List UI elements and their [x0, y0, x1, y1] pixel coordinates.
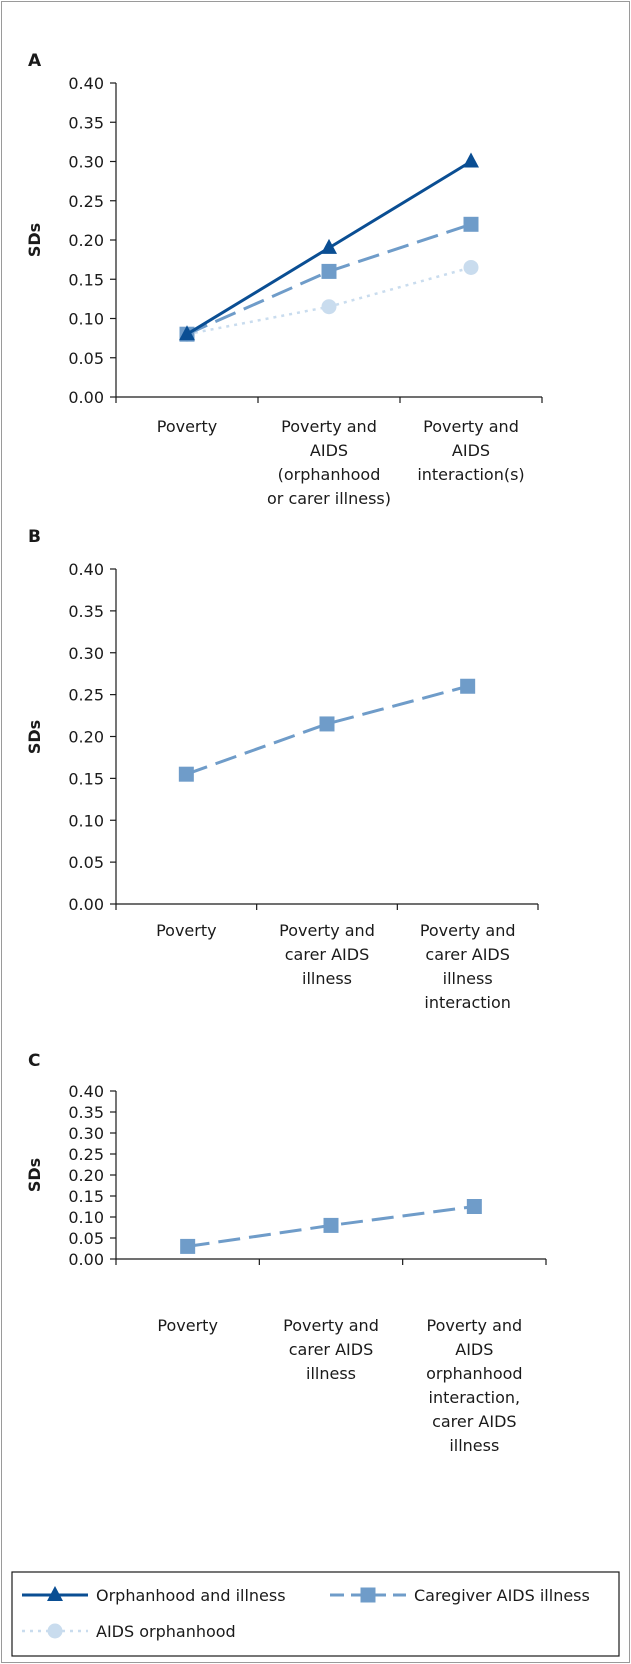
- legend-label-orphanhood-and-illness: Orphanhood and illness: [96, 1586, 286, 1605]
- y-tick-label: 0.40: [68, 560, 104, 579]
- panel-c: C 0.00 0.05 0.10 0.15 0.20 0.25 0.30 0.35 0.40 SDs…: [25, 1051, 547, 1455]
- x-tick-label: Poverty and carer AIDS illness: [283, 1316, 379, 1383]
- y-tick-label: 0.10: [68, 811, 104, 830]
- data-point-aids-orphanhood: [321, 299, 337, 315]
- data-point-caregiver-aids-illness: [466, 1199, 482, 1214]
- y-tick-label: 0.15: [68, 769, 104, 788]
- y-tick-label: 0.10: [68, 1208, 104, 1227]
- x-tick-label: Poverty and AIDS (orphanhood or carer illne…: [267, 417, 391, 508]
- x-tick-label: Poverty and carer AIDS illness: [279, 921, 375, 988]
- y-tick-label: 0.20: [68, 728, 104, 747]
- legend-marker-caregiver-aids-illness: [360, 1587, 376, 1603]
- y-tick-label: 0.30: [68, 644, 104, 663]
- data-point-orphanhood-and-illness: [321, 238, 337, 254]
- series-line-caregiver-aids-illness: [185, 684, 469, 776]
- data-point-orphanhood-and-illness: [463, 152, 479, 168]
- data-point-aids-orphanhood: [463, 259, 479, 275]
- y-tick-label: 0.30: [68, 1124, 104, 1143]
- legend: Orphanhood and illness Caregiver AIDS ill…: [11, 1571, 620, 1657]
- y-tick-label: 0.00: [68, 1250, 104, 1269]
- y-tick-label: 0.40: [68, 74, 104, 93]
- y-tick-label: 0.35: [68, 1103, 104, 1122]
- x-tick-label: Poverty: [157, 417, 218, 436]
- y-tick-label: 0.10: [68, 310, 104, 329]
- data-point-caregiver-aids-illness: [178, 766, 194, 782]
- panel-label: C: [28, 1051, 40, 1071]
- y-tick-label: 0.00: [68, 895, 104, 914]
- panel-a: A 0.00 0.05 0.10 0.15 0.20 0.25 0.30 0.35 0.40 SDs…: [25, 51, 543, 508]
- y-tick-label: 0.05: [68, 349, 104, 368]
- y-tick-label: 0.20: [68, 1166, 104, 1185]
- legend-box: [11, 1571, 620, 1657]
- legend-label-aids-orphanhood: AIDS orphanhood: [96, 1622, 236, 1641]
- y-tick-label: 0.25: [68, 686, 104, 705]
- y-tick-label: 0.35: [68, 602, 104, 621]
- y-tick-label: 0.15: [68, 270, 104, 289]
- x-tick-label: Poverty: [156, 921, 217, 940]
- y-tick-label: 0.25: [68, 1145, 104, 1164]
- data-point-caregiver-aids-illness: [323, 1217, 339, 1233]
- data-point-caregiver-aids-illness: [463, 216, 479, 232]
- x-tick-label: Poverty and carer AIDS illness interaction: [420, 921, 516, 1012]
- x-tick-label: Poverty and AIDS interaction(s): [417, 417, 524, 484]
- panel-b: B 0.00 0.05 0.10 0.15 0.20 0.25 0.30 0.35 0.40 SDs…: [25, 527, 539, 1012]
- y-tick-label: 0.35: [68, 113, 104, 132]
- y-axis-label: SDs: [25, 1158, 44, 1192]
- y-tick-label: 0.05: [68, 1229, 104, 1248]
- y-axis-label: SDs: [25, 720, 44, 754]
- legend-label-caregiver-aids-illness: Caregiver AIDS illness: [414, 1586, 590, 1605]
- x-tick-label: Poverty and AIDS orphanhood interaction, car…: [426, 1316, 522, 1455]
- y-tick-label: 0.40: [68, 1082, 104, 1101]
- panel-label: A: [28, 51, 42, 71]
- y-axis-label: SDs: [25, 223, 44, 257]
- panel-label: B: [28, 527, 41, 547]
- x-tick-label: Poverty: [157, 1316, 218, 1335]
- legend-marker-orphanhood-and-illness: [47, 1586, 63, 1601]
- data-point-caregiver-aids-illness: [460, 678, 476, 694]
- legend-marker-aids-orphanhood: [47, 1623, 63, 1639]
- data-point-caregiver-aids-illness: [180, 1238, 196, 1254]
- y-tick-label: 0.30: [68, 153, 104, 172]
- y-tick-label: 0.00: [68, 388, 104, 407]
- y-tick-label: 0.15: [68, 1187, 104, 1206]
- data-point-caregiver-aids-illness: [319, 716, 335, 732]
- data-point-orphanhood-and-illness: [179, 325, 195, 341]
- data-point-caregiver-aids-illness: [321, 263, 337, 279]
- y-tick-label: 0.25: [68, 192, 104, 211]
- y-tick-label: 0.20: [68, 231, 104, 250]
- y-tick-label: 0.05: [68, 853, 104, 872]
